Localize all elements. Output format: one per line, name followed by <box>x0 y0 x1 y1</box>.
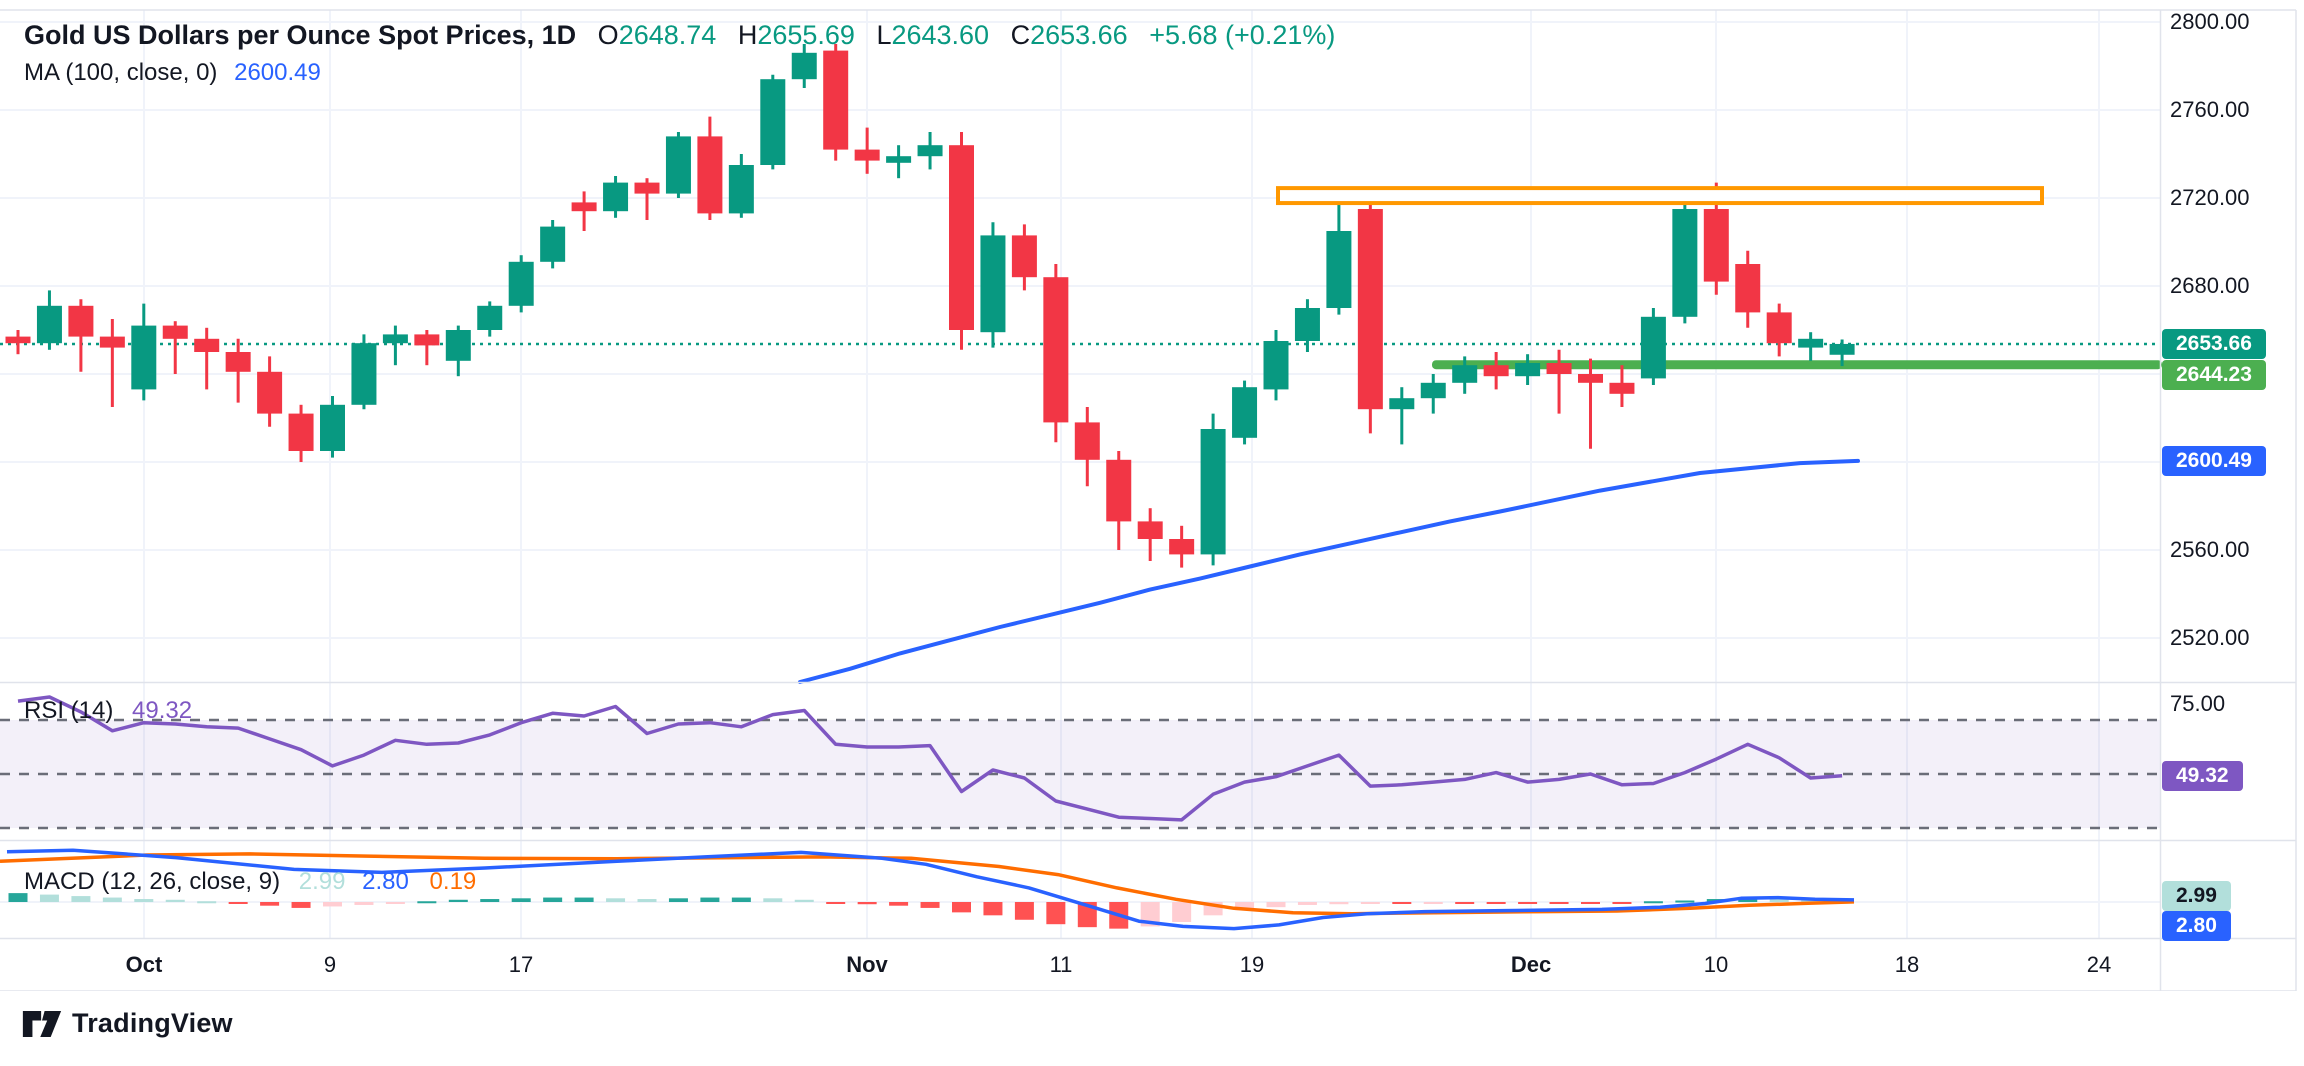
low-value: 2643.60 <box>891 20 990 50</box>
close-value: 2653.66 <box>1030 20 1128 50</box>
ma-label[interactable]: MA (100, close, 0) <box>24 59 218 86</box>
price-tick-2520.00: 2520.00 <box>2170 625 2250 650</box>
time-tick-10: 10 <box>1703 952 1729 977</box>
high-value: 2655.69 <box>757 20 855 50</box>
ma-legend-row: MA (100, close, 0) 2600.49 <box>24 56 1335 90</box>
rsi-value-badge: 49.32 <box>2162 760 2243 791</box>
ma-value-badge: 2600.49 <box>2162 445 2266 476</box>
low-label: L <box>876 20 892 50</box>
rsi-label[interactable]: RSI (14) <box>24 697 114 724</box>
macd-line-badge: 2.80 <box>2162 911 2231 941</box>
macd-signal-value: 0.19 <box>429 868 477 895</box>
tradingview-logo-text: TradingView <box>72 1008 233 1038</box>
high-label: H <box>737 20 758 50</box>
price-tick-2720.00: 2720.00 <box>2170 185 2250 210</box>
support-price-badge: 2644.23 <box>2162 359 2266 390</box>
rsi-value: 49.32 <box>132 697 193 724</box>
symbol-ohlc-row: Gold US Dollars per Ounce Spot Prices, 1… <box>24 18 1335 52</box>
chart-canvas[interactable] <box>0 0 2304 991</box>
change-value: +5.68 (+0.21%) <box>1149 20 1336 50</box>
macd-legend: MACD (12, 26, close, 9) 2.99 2.80 0.19 <box>24 868 476 896</box>
open-value: 2648.74 <box>618 20 717 50</box>
time-tick-19: 19 <box>1239 952 1265 977</box>
price-tick-2560.00: 2560.00 <box>2170 537 2250 562</box>
price-tick-2800.00: 2800.00 <box>2170 9 2250 34</box>
tradingview-logo-icon <box>22 1010 62 1037</box>
time-tick-17: 17 <box>508 952 534 977</box>
price-tick-2680.00: 2680.00 <box>2170 273 2250 298</box>
time-tick-18: 18 <box>1894 952 1920 977</box>
macd-line-value: 2.80 <box>362 868 409 895</box>
time-tick-Nov: Nov <box>846 952 888 977</box>
main-legend: Gold US Dollars per Ounce Spot Prices, 1… <box>24 18 1335 90</box>
rsi-legend: RSI (14) 49.32 <box>24 697 192 725</box>
price-tick-2760.00: 2760.00 <box>2170 97 2250 122</box>
time-tick-9: 9 <box>323 952 337 977</box>
time-tick-Oct: Oct <box>125 952 163 977</box>
macd-hist-value: 2.99 <box>298 868 346 895</box>
macd-label[interactable]: MACD (12, 26, close, 9) <box>24 868 281 895</box>
open-label: O <box>597 20 619 50</box>
rsi-axis-tick[interactable]: 75.00 <box>2170 691 2226 716</box>
last-price-badge: 2653.66 <box>2162 328 2266 359</box>
tradingview-attribution[interactable]: TradingView <box>22 1008 233 1039</box>
close-label: C <box>1010 20 1031 50</box>
time-tick-24: 24 <box>2086 952 2112 977</box>
time-tick-11: 11 <box>1049 952 1073 977</box>
time-tick-Dec: Dec <box>1510 952 1552 977</box>
symbol-title[interactable]: Gold US Dollars per Ounce Spot Prices, 1… <box>24 20 577 50</box>
macd-hist-badge: 2.99 <box>2162 881 2231 911</box>
ma-value: 2600.49 <box>234 59 321 86</box>
